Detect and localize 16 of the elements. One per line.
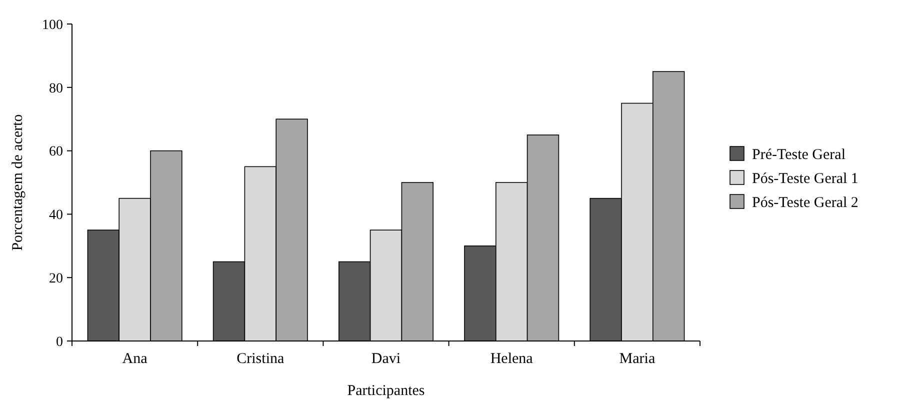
- y-tick-label: 100: [42, 18, 63, 33]
- x-tick-label: Davi: [371, 351, 401, 367]
- y-tick-label: 60: [49, 144, 63, 160]
- legend-label: Pré-Teste Geral: [752, 146, 846, 163]
- y-axis-title: Porcentagem de acerto: [10, 114, 26, 251]
- x-tick-label: Maria: [619, 351, 656, 367]
- legend-label: Pós-Teste Geral 1: [752, 170, 858, 187]
- legend-label: Pós-Teste Geral 2: [752, 194, 858, 211]
- x-tick-label: Ana: [122, 351, 148, 367]
- y-tick-label: 40: [49, 208, 63, 224]
- y-tick-label: 0: [56, 334, 63, 350]
- x-axis-title: Participantes: [347, 383, 425, 399]
- x-tick-label: Helena: [490, 351, 534, 367]
- x-tick-label: Cristina: [236, 351, 284, 367]
- y-tick-label: 20: [49, 272, 63, 286]
- y-tick-label: 80: [49, 81, 63, 96]
